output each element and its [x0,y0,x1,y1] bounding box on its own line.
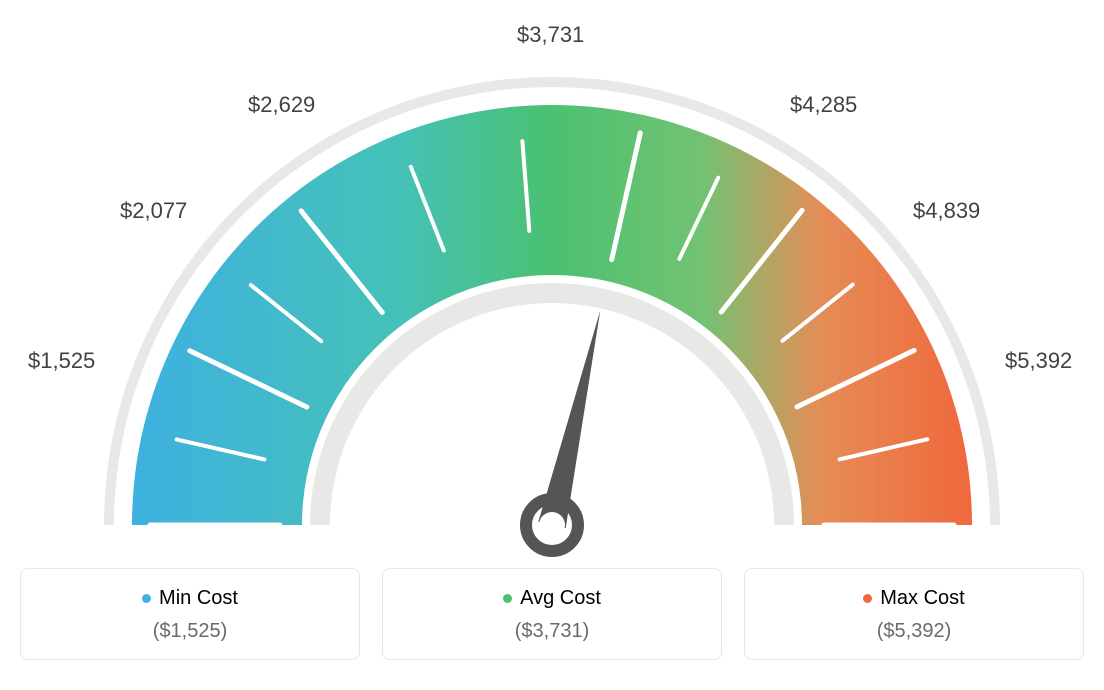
cost-gauge-chart: $1,525 $2,077 $2,629 $3,731 $4,285 $4,839 $5,3… [20,20,1084,660]
legend-title-text: Avg Cost [520,587,601,610]
legend-value-min: ($1,525) [31,620,349,643]
gauge-tick-label: $4,285 [790,92,857,118]
gauge-area: $1,525 $2,077 $2,629 $3,731 $4,285 $4,839 $5,3… [20,20,1084,560]
gauge-tick-label: $1,525 [28,348,95,374]
dot-icon [863,594,872,603]
dot-icon [142,594,151,603]
legend-title-avg: Avg Cost [503,587,601,610]
legend-value-max: ($5,392) [755,620,1073,643]
gauge-tick-label: $3,731 [517,22,584,48]
gauge-tick-label: $2,077 [120,198,187,224]
gauge-tick-label: $5,392 [1005,348,1072,374]
gauge-svg [20,20,1084,560]
gauge-tick-label: $4,839 [913,198,980,224]
legend-title-max: Max Cost [863,587,964,610]
legend-card-max: Max Cost ($5,392) [744,568,1084,660]
legend-card-avg: Avg Cost ($3,731) [382,568,722,660]
legend-value-avg: ($3,731) [393,620,711,643]
legend-card-min: Min Cost ($1,525) [20,568,360,660]
gauge-tick-label: $2,629 [248,92,315,118]
legend-title-min: Min Cost [142,587,238,610]
legend-title-text: Max Cost [880,587,964,610]
legend-title-text: Min Cost [159,587,238,610]
dot-icon [503,594,512,603]
legend-row: Min Cost ($1,525) Avg Cost ($3,731) Max … [20,568,1084,660]
